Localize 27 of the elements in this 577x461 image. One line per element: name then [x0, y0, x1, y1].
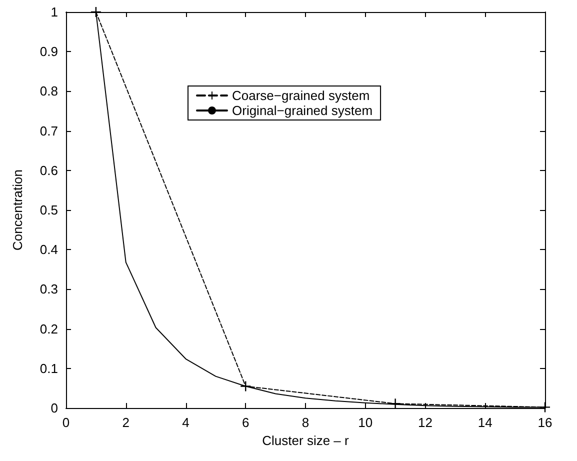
- y-tick-label: 0.5: [40, 202, 58, 218]
- y-tick-label: 0: [50, 400, 58, 416]
- y-tick-label: 0.4: [40, 242, 58, 258]
- point: [240, 381, 251, 392]
- x-tick-label: 2: [122, 415, 130, 430]
- y-tick-label: 0.6: [40, 162, 58, 178]
- y-tick-label: 0.8: [40, 84, 58, 99]
- x-axis-title: Cluster size – r: [262, 433, 350, 448]
- x-tick-label: 6: [242, 415, 250, 430]
- x-tick-label: 8: [302, 415, 310, 430]
- y-tick-label: 0.7: [40, 123, 58, 138]
- y-tick-label: 0.9: [40, 44, 58, 60]
- x-tick-label: 0: [62, 415, 70, 430]
- y-tick-label: 1: [50, 4, 58, 20]
- x-tick-label: 12: [418, 415, 432, 430]
- y-axis-title: Concentration: [10, 170, 25, 250]
- point: [540, 402, 550, 412]
- y-tick-label: 0.3: [40, 282, 58, 297]
- y-tick-label: 0.1: [40, 360, 58, 376]
- x-tick-label: 16: [538, 415, 552, 430]
- point: [390, 398, 400, 409]
- x-tick-label: 14: [478, 415, 492, 430]
- y-tick-label: 0.2: [40, 321, 58, 336]
- x-tick-label: 4: [182, 415, 190, 430]
- x-tick-label: 10: [358, 415, 373, 430]
- legend-label: Original−grained system: [232, 103, 373, 118]
- legend-label: Coarse−grained system: [232, 88, 370, 103]
